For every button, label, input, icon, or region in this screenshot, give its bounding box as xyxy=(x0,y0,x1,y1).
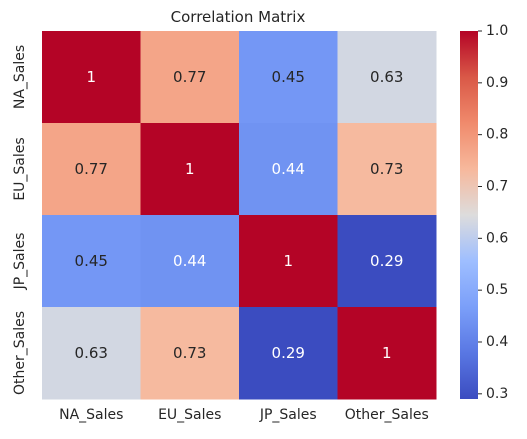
colorbar-tick-label-2: 0.5 xyxy=(486,282,508,298)
colorbar-tick-label-3: 0.6 xyxy=(486,230,508,246)
heatmap-annotation-r3-c1: 0.73 xyxy=(173,344,206,362)
x-tick-label-2: JP_Sales xyxy=(259,407,317,423)
heatmap-annotation-r3-c2: 0.29 xyxy=(272,344,305,362)
chart-title: Correlation Matrix xyxy=(171,8,306,26)
heatmap-annotation-r1-c3: 0.73 xyxy=(370,160,403,178)
heatmap-annotation-r0-c2: 0.45 xyxy=(272,68,305,86)
colorbar-tick-label-0: 0.3 xyxy=(486,386,508,402)
heatmap-annotation-r2-c2: 1 xyxy=(283,252,293,270)
colorbar-tick-label-6: 0.9 xyxy=(486,75,508,91)
y-tick-label-0: NA_Sales xyxy=(12,45,28,109)
heatmap-annotation-r2-c3: 0.29 xyxy=(370,252,403,270)
y-tick-label-1: EU_Sales xyxy=(12,137,28,200)
y-tick-label-3: Other_Sales xyxy=(12,311,28,395)
heatmap-annotation-r3-c0: 0.63 xyxy=(75,344,108,362)
colorbar xyxy=(460,31,478,399)
heatmap-annotation-r1-c0: 0.77 xyxy=(75,160,108,178)
heatmap-cells xyxy=(42,31,437,400)
heatmap-annotation-r0-c0: 1 xyxy=(86,68,96,86)
x-tick-label-0: NA_Sales xyxy=(59,407,123,423)
colorbar-tick-label-1: 0.4 xyxy=(486,334,508,350)
heatmap-cell-r2-c3 xyxy=(337,215,437,308)
heatmap-annotation-r0-c1: 0.77 xyxy=(173,68,206,86)
colorbar-tick-label-7: 1.0 xyxy=(486,23,508,39)
heatmap-cell-r0-c0 xyxy=(42,31,141,124)
heatmap-annotation-r2-c1: 0.44 xyxy=(173,252,206,270)
y-axis-tick-labels: NA_Sales EU_Sales JP_Sales Other_Sales xyxy=(12,45,28,395)
heatmap-cell-r3-c3 xyxy=(337,307,437,400)
colorbar-ticks: 0.3 0.4 0.5 0.6 0.7 0.8 0.9 1.0 xyxy=(478,23,508,402)
heatmap-cell-r3-c0 xyxy=(42,307,141,400)
colorbar-tick-label-5: 0.8 xyxy=(486,127,508,143)
x-tick-label-1: EU_Sales xyxy=(158,407,221,423)
heatmap-annotation-r3-c3: 1 xyxy=(382,344,392,362)
heatmap-cell-r2-c1 xyxy=(140,215,240,308)
heatmap-annotation-r1-c1: 1 xyxy=(185,160,195,178)
heatmap-annotations: 1 0.77 0.45 0.63 0.77 1 0.44 0.73 0.45 0.44 1 0.29 0… xyxy=(75,68,404,362)
heatmap-cell-r1-c2 xyxy=(239,123,338,216)
y-tick-label-2: JP_Sales xyxy=(12,233,28,291)
heatmap-cell-r2-c2 xyxy=(239,215,338,308)
x-tick-label-3: Other_Sales xyxy=(345,407,429,423)
heatmap-annotation-r0-c3: 0.63 xyxy=(370,68,403,86)
colorbar-tick-label-4: 0.7 xyxy=(486,178,508,194)
heatmap-cell-r0-c1 xyxy=(140,31,240,124)
heatmap-cell-r1-c0 xyxy=(42,123,141,216)
heatmap-cell-r0-c2 xyxy=(239,31,338,124)
heatmap-cell-r3-c2 xyxy=(239,307,338,400)
heatmap-cell-r3-c1 xyxy=(140,307,240,400)
x-axis-tick-labels: NA_Sales EU_Sales JP_Sales Other_Sales xyxy=(59,407,429,423)
heatmap-annotation-r1-c2: 0.44 xyxy=(272,160,305,178)
heatmap-cell-r2-c0 xyxy=(42,215,141,308)
heatmap-cell-r1-c3 xyxy=(337,123,437,216)
heatmap-cell-r1-c1 xyxy=(140,123,240,216)
heatmap-cell-r0-c3 xyxy=(337,31,437,124)
heatmap-annotation-r2-c0: 0.45 xyxy=(75,252,108,270)
